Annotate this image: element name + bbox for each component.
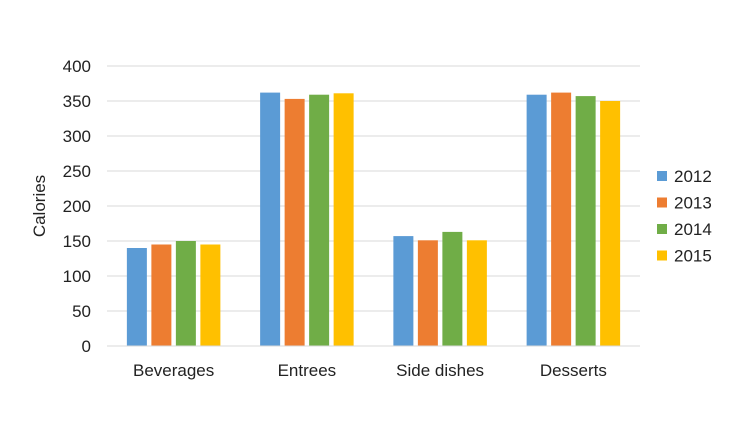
y-tick-label: 250 xyxy=(63,162,91,181)
y-axis-title: Calories xyxy=(30,175,49,237)
x-category-label: Entrees xyxy=(278,361,337,380)
y-tick-label: 100 xyxy=(63,267,91,286)
legend: 2012 2013 2014 2015 xyxy=(657,167,712,266)
legend-label: 2013 xyxy=(674,194,712,213)
y-tick-label: 400 xyxy=(63,57,91,76)
y-tick-label: 150 xyxy=(63,232,91,251)
bar xyxy=(175,241,196,346)
y-tick-label: 350 xyxy=(63,92,91,111)
legend-label: 2014 xyxy=(674,220,712,239)
y-tick-label: 300 xyxy=(63,127,91,146)
legend-label: 2015 xyxy=(674,247,712,266)
bar xyxy=(260,92,281,346)
bar xyxy=(284,98,305,347)
x-category-label: Beverages xyxy=(133,361,214,380)
y-tick-label: 50 xyxy=(72,302,91,321)
bar xyxy=(393,236,414,346)
legend-label: 2012 xyxy=(674,167,712,186)
legend-swatch xyxy=(657,224,667,234)
x-axis-category-labels: Beverages Entrees Side dishes Desserts xyxy=(133,361,607,380)
bars xyxy=(126,92,621,347)
y-axis-tick-labels: 0 50 100 150 200 250 300 350 400 xyxy=(63,57,91,356)
bar xyxy=(526,94,547,346)
bar xyxy=(309,94,330,346)
x-category-label: Desserts xyxy=(540,361,607,380)
legend-swatch xyxy=(657,250,667,261)
y-tick-label: 0 xyxy=(82,337,91,356)
bar xyxy=(575,96,596,346)
legend-swatch xyxy=(657,171,667,181)
bar xyxy=(417,240,438,346)
bar xyxy=(551,92,572,346)
bar xyxy=(442,231,463,346)
bar xyxy=(126,248,147,346)
bar xyxy=(151,244,172,346)
legend-swatch xyxy=(657,197,667,208)
bar xyxy=(333,93,354,346)
bar xyxy=(600,101,621,346)
bar xyxy=(200,244,221,346)
y-tick-label: 200 xyxy=(63,197,91,216)
bar xyxy=(466,240,487,346)
x-category-label: Side dishes xyxy=(396,361,484,380)
